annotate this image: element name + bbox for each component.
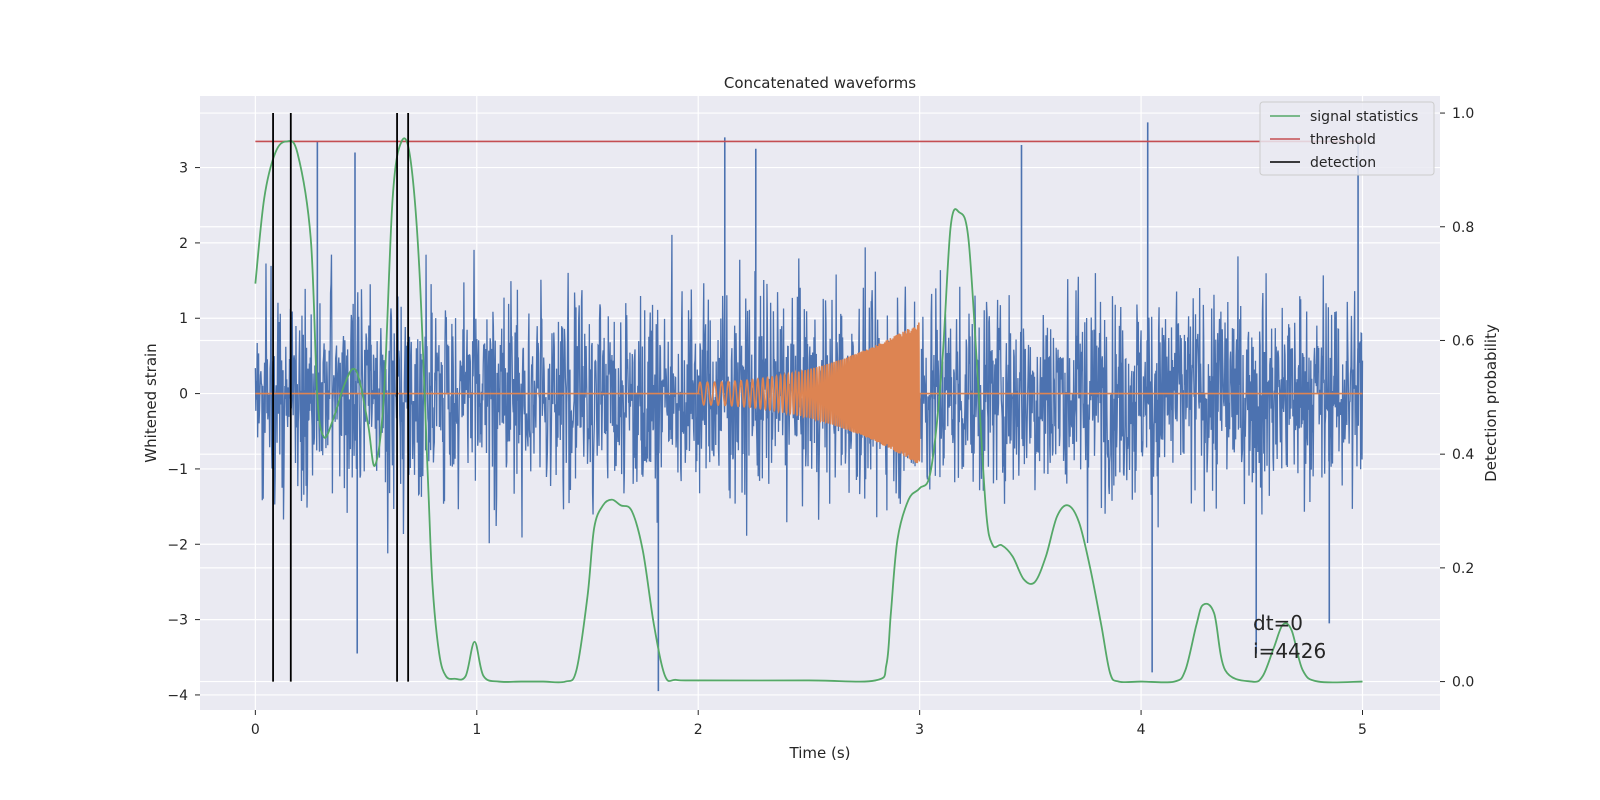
y-tick-label: −1 [167, 462, 188, 478]
annotation-index: i=4426 [1253, 639, 1326, 663]
legend-box [1259, 101, 1435, 176]
annotation-dt: dt=0 [1253, 611, 1303, 635]
y-tick-label: −4 [167, 688, 188, 704]
y2-tick-label: 1.0 [1452, 106, 1474, 122]
y2-tick-label: 0.6 [1452, 333, 1474, 349]
y2-tick-label: 0.8 [1452, 220, 1474, 236]
y-tick-label: −3 [167, 613, 188, 629]
y-tick-label: 2 [179, 236, 188, 252]
y2-tick-label: 0.4 [1452, 447, 1474, 463]
legend: signal statistics threshold detection [1259, 101, 1435, 176]
chart-title: Concatenated waveforms [724, 74, 916, 92]
signal-statistics-line [254, 137, 1363, 684]
ticks: 0 1 2 3 4 5 −4 −3 −2 −1 0 1 2 3 0.0 0.2 0.4 0.6 0.8 1.0 [167, 106, 1474, 738]
x-tick-label: 2 [694, 722, 703, 738]
x-axis-label: Time (s) [789, 744, 851, 762]
y-axis-label: Whitened strain [142, 343, 160, 462]
x-tick-label: 5 [1358, 722, 1367, 738]
chirp-series-line [255, 322, 1363, 464]
y-tick-label: 1 [179, 311, 188, 327]
y-tick-label: 0 [179, 387, 188, 403]
x-tick-label: 3 [915, 722, 924, 738]
y2-tick-label: 0.0 [1452, 675, 1474, 691]
x-tick-label: 4 [1137, 722, 1146, 738]
y-tick-label: 3 [179, 161, 188, 177]
legend-label-signal-statistics: signal statistics [1310, 109, 1418, 125]
y2-tick-label: 0.2 [1452, 561, 1474, 577]
y2-axis-label: Detection probability [1482, 324, 1500, 482]
legend-label-threshold: threshold [1310, 132, 1376, 148]
y-tick-label: −2 [167, 537, 188, 553]
x-tick-label: 1 [472, 722, 481, 738]
legend-label-detection: detection [1310, 155, 1376, 171]
x-tick-label: 0 [251, 722, 260, 738]
series-layer [254, 113, 1367, 692]
